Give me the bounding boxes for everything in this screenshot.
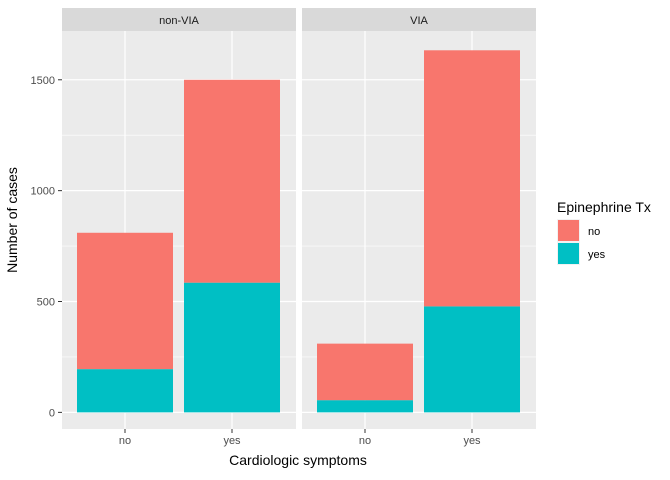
- bar-non-VIA-yes-no: [184, 79, 280, 283]
- legend: Epinephrine Tx no yes: [557, 199, 651, 265]
- y-axis-title: Number of cases: [4, 167, 20, 273]
- bar-non-VIA-no-no: [77, 232, 173, 370]
- x-tick-label: yes: [463, 435, 481, 447]
- y-axis: 0 500 1000 1500: [31, 75, 62, 419]
- y-tick-label: 1500: [31, 75, 55, 87]
- facet-panel-non-VIA: non-VIA no yes: [62, 8, 296, 447]
- bar-VIA-yes-no: [424, 50, 520, 307]
- legend-swatch-no: [558, 220, 579, 241]
- legend-title: Epinephrine Tx: [557, 199, 651, 215]
- bar-non-VIA-yes-yes: [184, 282, 280, 413]
- y-tick-label: 0: [49, 407, 55, 419]
- x-axis-title: Cardiologic symptoms: [229, 452, 367, 468]
- legend-swatch-yes: [558, 243, 579, 264]
- bar-VIA-no-yes: [317, 400, 413, 413]
- facet-strip: [302, 8, 536, 31]
- y-tick-label: 500: [37, 297, 55, 309]
- x-tick-label: no: [119, 435, 131, 447]
- legend-label-yes: yes: [588, 249, 606, 261]
- facet-strip-label: VIA: [410, 15, 428, 27]
- facet-panel-VIA: VIA no yes: [302, 8, 536, 447]
- bar-non-VIA-no-yes: [77, 369, 173, 413]
- legend-label-no: no: [588, 226, 600, 238]
- facet-strip-label: non-VIA: [159, 15, 199, 27]
- facet-strip: [62, 8, 296, 31]
- legend-keys: no yes: [557, 219, 606, 265]
- x-tick-label: yes: [223, 435, 241, 447]
- panels-layer: non-VIA no yes VIA no yes: [62, 8, 536, 447]
- x-tick-label: no: [359, 435, 371, 447]
- bar-VIA-yes-yes: [424, 306, 520, 413]
- bar-VIA-no-no: [317, 343, 413, 401]
- y-tick-label: 1000: [31, 186, 55, 198]
